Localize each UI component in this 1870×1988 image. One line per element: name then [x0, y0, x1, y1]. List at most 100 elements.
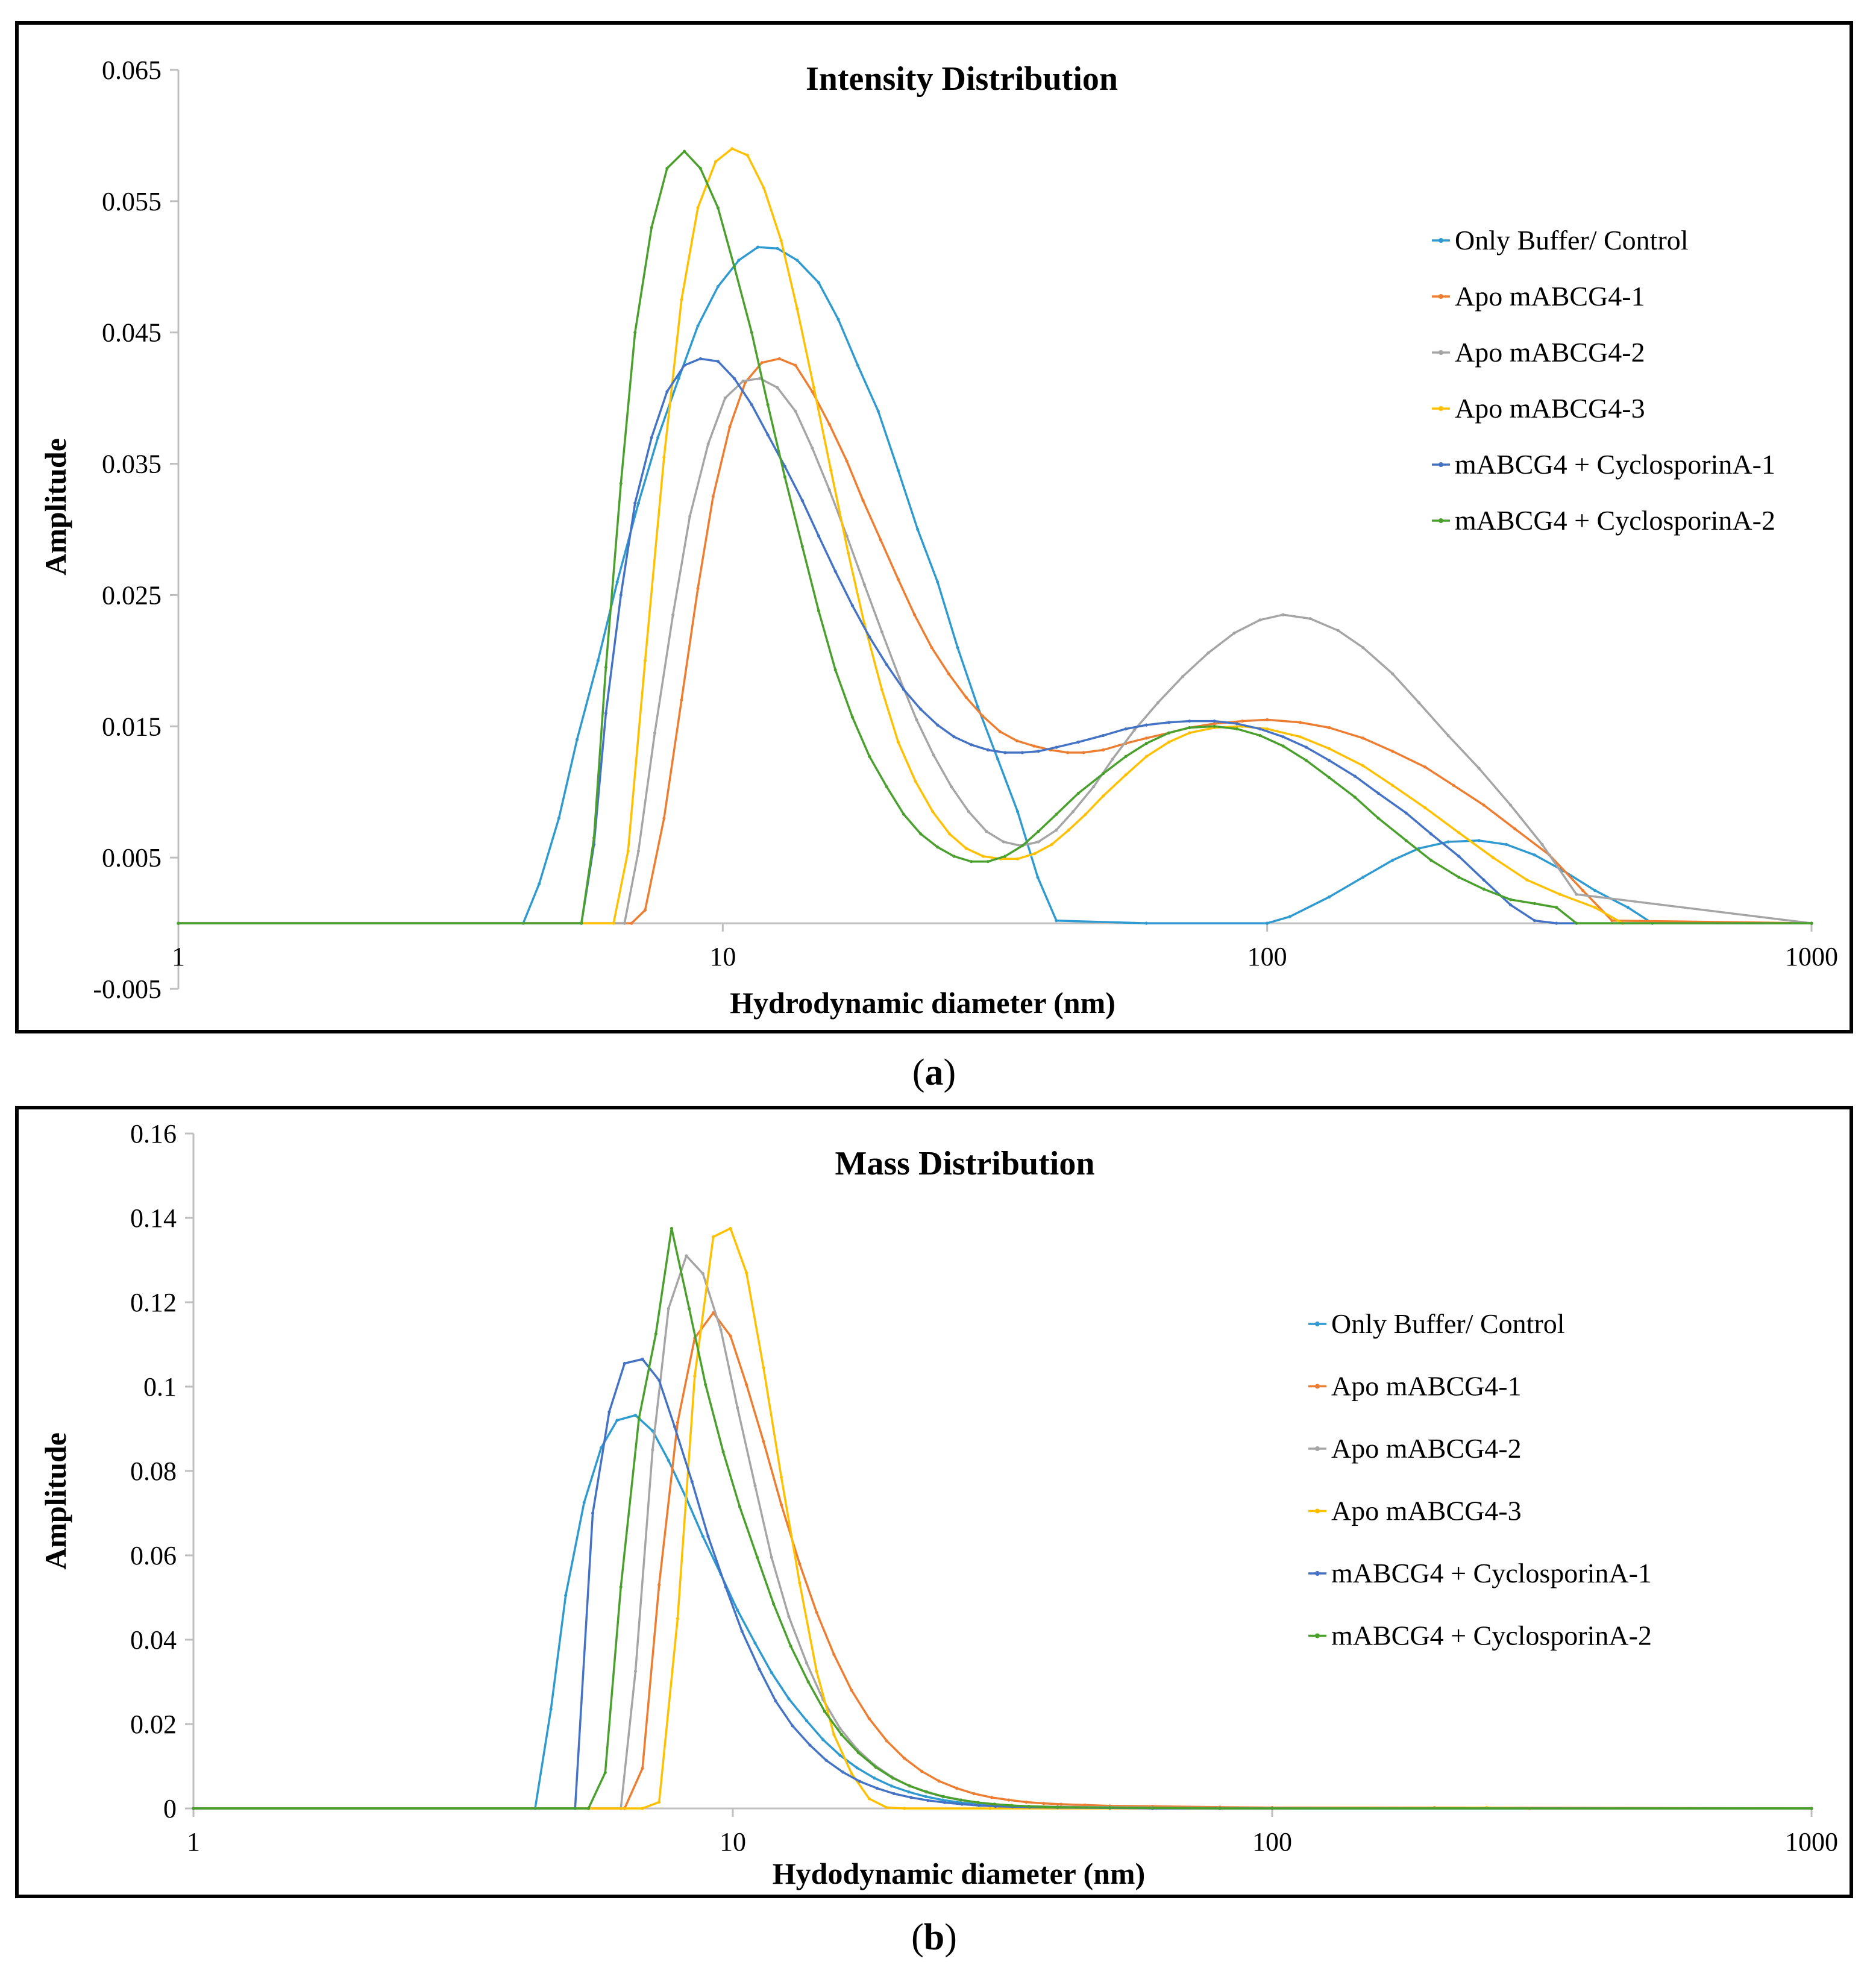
data-point [1266, 718, 1269, 721]
legend-marker [1439, 350, 1443, 355]
data-point [955, 1786, 958, 1790]
data-point [1308, 617, 1312, 621]
y-tick-label: 0.035 [102, 450, 162, 479]
data-point [896, 740, 900, 744]
data-point [756, 245, 760, 249]
data-point [986, 860, 990, 864]
data-point [736, 1406, 739, 1409]
data-point [633, 501, 637, 505]
data-point [1016, 857, 1020, 861]
data-point [832, 1652, 836, 1657]
data-point [779, 1475, 783, 1479]
data-point [1270, 1807, 1274, 1810]
data-point [1298, 735, 1302, 739]
y-axis-title: Amplitude [39, 438, 72, 575]
data-point [1235, 727, 1239, 731]
data-point [1361, 876, 1365, 879]
data-point [926, 1799, 930, 1802]
data-point [1042, 1802, 1046, 1805]
data-point [612, 921, 615, 925]
data-point [805, 1719, 808, 1722]
data-point [753, 1642, 757, 1645]
data-point [1525, 878, 1529, 882]
data-point [1457, 854, 1461, 858]
legend-label: Apo mABCG4-3 [1455, 393, 1645, 424]
legend-marker [1315, 1508, 1320, 1514]
series-line [178, 357, 1812, 924]
data-point [833, 668, 837, 672]
data-point [1361, 764, 1365, 768]
data-point [1376, 817, 1380, 820]
data-point [729, 1226, 732, 1231]
series-line [178, 147, 1812, 924]
data-point [850, 715, 854, 719]
series-line [178, 357, 1812, 924]
legend-marker [1315, 1446, 1320, 1451]
legend-entry: Apo mABCG4-1 [1432, 281, 1645, 312]
data-point [1575, 921, 1578, 925]
data-point [1188, 731, 1191, 735]
data-point [615, 1419, 619, 1422]
data-point [1066, 751, 1070, 754]
series-4 [177, 147, 1813, 925]
data-point [845, 459, 849, 463]
data-point [698, 166, 702, 170]
data-point [580, 921, 583, 925]
data-point [909, 1796, 913, 1799]
data-point [766, 403, 770, 407]
data-point [855, 1766, 859, 1770]
data-point [592, 836, 596, 840]
data-point [706, 1534, 710, 1538]
data-point [758, 377, 762, 380]
data-point [619, 481, 623, 485]
data-point [696, 206, 700, 210]
data-point [1102, 794, 1105, 798]
legend-label: Apo mABCG4-1 [1331, 1371, 1522, 1402]
data-point [636, 849, 640, 853]
data-point [952, 854, 956, 858]
data-point [1108, 1806, 1112, 1810]
data-point [924, 1795, 927, 1798]
data-point [650, 225, 653, 229]
data-point [1188, 726, 1191, 730]
data-point [651, 1448, 654, 1452]
data-point [868, 635, 871, 639]
data-point [856, 1751, 861, 1755]
data-point [993, 1802, 997, 1806]
data-point [942, 1795, 946, 1798]
data-point [564, 1593, 568, 1598]
data-point [1513, 827, 1517, 830]
data-point [657, 1800, 661, 1804]
y-tick-label: 0 [163, 1794, 177, 1823]
data-point [736, 1608, 739, 1612]
data-point [988, 1807, 992, 1810]
data-point [960, 1802, 964, 1806]
data-point [756, 1555, 759, 1560]
data-point [586, 1807, 591, 1810]
data-point [806, 1680, 810, 1684]
legend-entry: Apo mABCG4-2 [1308, 1433, 1522, 1464]
data-point [914, 780, 917, 783]
caption-b: (b) [911, 1917, 957, 1958]
data-point [1509, 803, 1513, 807]
legend-label: mABCG4 + CyclosporinA-2 [1331, 1620, 1652, 1651]
data-point [959, 1798, 963, 1802]
data-point [737, 259, 741, 262]
data-point [1010, 1804, 1014, 1807]
data-point [915, 718, 918, 721]
chart-title: Intensity Distribution [806, 60, 1118, 98]
data-point [1555, 906, 1558, 909]
data-point [596, 659, 600, 662]
data-point [1144, 921, 1148, 925]
legend-entry: Apo mABCG4-3 [1432, 393, 1645, 424]
data-point [603, 1770, 607, 1775]
data-point [1482, 803, 1486, 807]
mass-chart-panel: 0 0.02 0.04 0.06 0.08 0.1 0.12 0.14 0.16 1 10 100 10… [15, 1106, 1853, 1898]
data-point [1404, 811, 1408, 815]
data-point [1102, 748, 1105, 752]
legend-entry: Only Buffer/ Control [1432, 225, 1689, 256]
data-point [641, 1807, 644, 1810]
data-point [762, 186, 766, 190]
data-point [885, 1806, 889, 1810]
data-point [838, 1754, 842, 1757]
